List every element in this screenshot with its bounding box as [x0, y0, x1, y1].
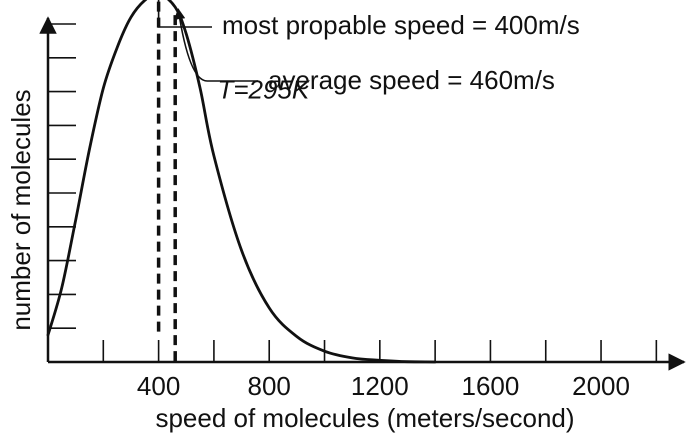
x-tick-label-800: 800 — [248, 371, 291, 401]
y-axis-title: number of molecules — [6, 89, 36, 330]
x-tick-label-2000: 2000 — [572, 371, 630, 401]
x-tick-label-1600: 1600 — [462, 371, 520, 401]
speed-markers — [156, 1, 177, 362]
ticks: 400 800 1200 1600 2000 — [48, 23, 658, 401]
average-speed-leader — [174, 7, 258, 82]
series — [46, 0, 437, 364]
most-probable-speed-leader — [157, 0, 212, 28]
x-tick-label-400: 400 — [137, 371, 180, 401]
most-probable-speed-label: most propable speed = 400m/s — [222, 10, 580, 40]
temperature-label: T=295K — [217, 74, 310, 104]
x-tick-label-1200: 1200 — [351, 371, 409, 401]
x-axis-title: speed of molecules (meters/second) — [155, 403, 574, 433]
average-speed-label: average speed = 460m/s — [268, 65, 555, 95]
distribution-curve — [46, 0, 437, 364]
axes — [39, 16, 686, 371]
annotations: most propable speed = 400m/s average spee… — [157, 0, 580, 104]
